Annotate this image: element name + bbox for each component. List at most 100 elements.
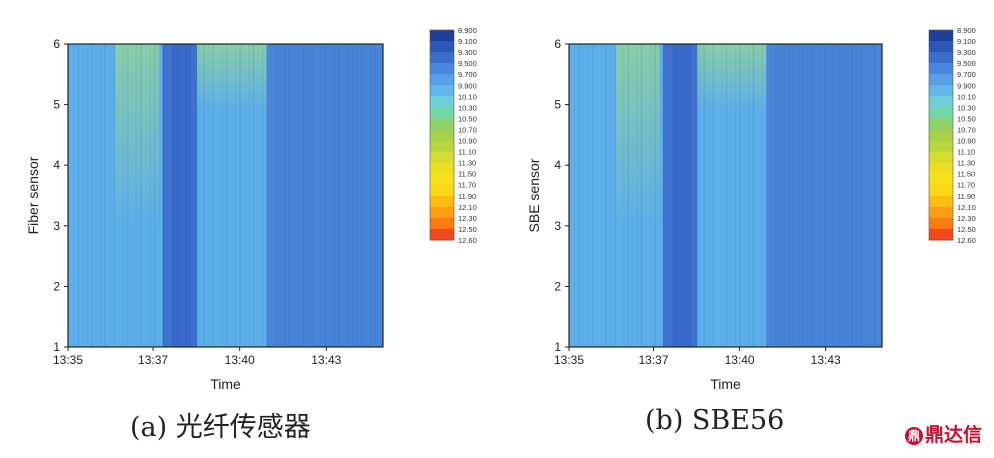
- colorbar-swatch: [929, 96, 953, 108]
- heatmap-streak: [203, 44, 206, 347]
- heatmap-streak: [636, 44, 639, 347]
- colorbar-label: 10.90: [458, 137, 477, 146]
- y-tick-label: 2: [53, 279, 60, 293]
- colorbar-swatch: [430, 140, 454, 153]
- colorbar-swatch: [430, 162, 454, 175]
- heatmap-streak: [676, 44, 679, 347]
- heatmap-streak: [671, 44, 675, 347]
- colorbar-swatch: [430, 151, 454, 164]
- heatmap-streak: [225, 44, 228, 347]
- heatmap-streak: [122, 44, 125, 347]
- colorbar-label: 11.10: [957, 148, 975, 157]
- heatmap-streak: [609, 44, 611, 347]
- heatmap-streak: [613, 44, 616, 347]
- heatmap-streak: [738, 44, 742, 347]
- heatmap-streak: [198, 44, 201, 347]
- heatmap-streak: [158, 44, 160, 347]
- heatmap-streak: [324, 44, 327, 347]
- heatmap-streak: [333, 44, 336, 347]
- heatmap-streak: [653, 44, 657, 347]
- heatmap-streak: [261, 44, 264, 347]
- heatmap-streak: [257, 44, 259, 347]
- heatmap-chart-b: 1 2 3 4 5 6 13:35 13:37 13:40 13:43 Time SBE sensor…: [526, 26, 976, 392]
- colorbar-swatch: [430, 195, 454, 208]
- colorbar-label: 12.10: [957, 203, 976, 212]
- heatmap-streak: [343, 44, 345, 347]
- heatmap-band-dark-1-core: [672, 44, 692, 347]
- heatmap-streak: [217, 44, 219, 347]
- heatmap-streak: [185, 44, 188, 347]
- heatmap-streak: [181, 44, 183, 347]
- heatmap-warm-patch-2: [697, 44, 767, 111]
- colorbar-label: 9.300: [458, 48, 477, 57]
- heatmap-streak: [819, 44, 822, 347]
- heatmap-streak: [828, 44, 830, 347]
- colorbar-swatch: [430, 85, 454, 97]
- heatmap-streak: [171, 44, 174, 347]
- heatmap-streak: [208, 44, 210, 347]
- colorbar-swatch: [929, 151, 953, 164]
- heatmap-streak: [248, 44, 251, 347]
- heatmap-streak: [275, 44, 278, 347]
- colorbar-label: 10.10: [458, 92, 477, 101]
- colorbar-label: 11.90: [458, 192, 476, 201]
- heatmap-streak: [627, 44, 630, 347]
- heatmap-streak: [747, 44, 751, 347]
- colorbar-swatch: [929, 195, 953, 208]
- colorbar-label: 10.50: [957, 114, 976, 123]
- panel-a: 1 2 3 4 5 6 13:35 13:37 13:40 13:43 Time Fiber sens…: [25, 26, 477, 443]
- colorbar-label: 9.100: [458, 37, 477, 46]
- colorbar-swatch: [430, 30, 454, 42]
- heatmap-streak: [640, 44, 643, 347]
- heatmap-streak: [842, 44, 844, 347]
- colorbar-swatch: [430, 41, 454, 53]
- colorbar-swatch: [430, 129, 454, 142]
- heatmap-streak: [859, 44, 862, 347]
- colorbar-label: 11.70: [458, 181, 476, 190]
- heatmap-streak: [649, 44, 652, 347]
- heatmap-streak: [586, 44, 590, 347]
- heatmap-streak: [788, 44, 791, 347]
- heatmap-streak: [149, 44, 152, 347]
- heatmap-streak: [622, 44, 625, 347]
- heatmap-streak: [293, 44, 295, 347]
- colorbar-label: 12.50: [957, 225, 976, 234]
- heatmap-streak: [104, 44, 107, 347]
- heatmap-streak: [270, 44, 273, 347]
- heatmap-streak: [850, 44, 853, 347]
- heatmap-streak: [873, 44, 876, 347]
- heatmap-streak: [234, 44, 237, 347]
- heatmap-streak: [689, 44, 692, 347]
- colorbar-label: 11.50: [458, 170, 476, 179]
- heatmap-streak: [379, 44, 381, 347]
- heatmap-streak: [573, 44, 576, 347]
- heatmap-streak: [135, 44, 138, 347]
- heatmap-streak: [365, 44, 367, 347]
- heatmap-streak: [658, 44, 660, 347]
- heatmap-streak: [725, 44, 728, 347]
- colorbar-swatch: [430, 217, 454, 230]
- heatmap-streak: [153, 44, 156, 347]
- heatmap-streak: [221, 44, 224, 347]
- colorbar-label: 10.70: [957, 125, 976, 134]
- heatmap-streak: [797, 44, 800, 347]
- heatmap-streak: [703, 44, 706, 347]
- colorbar-swatch: [929, 107, 953, 119]
- heatmap-streak: [810, 44, 813, 347]
- heatmap-streak: [712, 44, 715, 347]
- heatmap-streak: [230, 44, 232, 347]
- heatmap-streak: [194, 44, 196, 347]
- colorbar-label: 11.70: [957, 181, 975, 190]
- heatmap-streak: [591, 44, 594, 347]
- colorbar-swatch: [929, 129, 953, 142]
- heatmap-field: [569, 44, 882, 347]
- heatmap-streak: [618, 44, 620, 347]
- colorbar-label: 11.90: [957, 192, 975, 201]
- heatmap-streak: [212, 44, 215, 347]
- heatmap-streak: [284, 44, 287, 347]
- heatmap-streak: [681, 44, 683, 347]
- caption-b: (b) SBE56: [645, 405, 785, 436]
- heatmap-streak: [596, 44, 598, 347]
- heatmap-streak: [374, 44, 377, 347]
- heatmap-streak: [113, 44, 116, 347]
